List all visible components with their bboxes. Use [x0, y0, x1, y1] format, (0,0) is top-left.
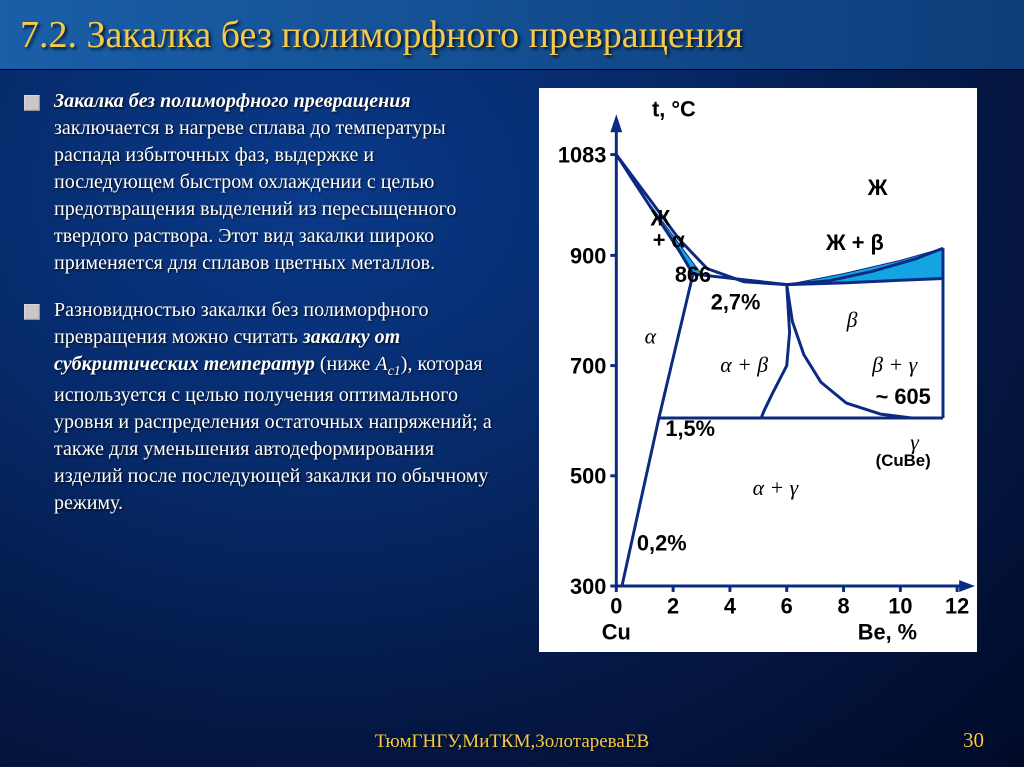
svg-text:(CuBe): (CuBe)	[876, 451, 931, 470]
svg-text:α + β: α + β	[720, 353, 768, 377]
svg-text:6: 6	[781, 594, 793, 619]
para1-lead: Закалка без полиморфного превращения	[54, 90, 411, 112]
slide-title: 7.2. Закалка без полиморфного превращени…	[20, 13, 743, 57]
svg-text:β: β	[846, 308, 858, 332]
svg-text:12: 12	[945, 594, 969, 619]
svg-text:Ж + β: Ж + β	[825, 230, 884, 255]
para2-post: ), которая используется с целью получени…	[54, 353, 492, 514]
bullet-item-1: Закалка без полиморфного превращения зак…	[24, 88, 494, 277]
svg-text:0,2%: 0,2%	[637, 531, 687, 556]
svg-text:10: 10	[888, 594, 912, 619]
svg-text:4: 4	[724, 594, 736, 619]
svg-text:900: 900	[570, 243, 606, 268]
svg-text:1083: 1083	[558, 142, 606, 167]
bullet-icon	[24, 304, 40, 320]
page-number: 30	[963, 728, 984, 753]
svg-text:t, °C: t, °C	[652, 96, 696, 121]
svg-text:Be, %: Be, %	[858, 620, 917, 645]
svg-text:8: 8	[837, 594, 849, 619]
svg-text:866: 866	[675, 262, 711, 287]
svg-text:β + γ: β + γ	[871, 353, 918, 377]
svg-text:2: 2	[667, 594, 679, 619]
footer-credit: ТюмГНГУ,МиТКМ,ЗолотареваЕВ	[0, 731, 1024, 753]
title-bar: 7.2. Закалка без полиморфного превращени…	[0, 0, 1024, 70]
svg-text:~ 605: ~ 605	[876, 384, 931, 409]
text-column: Закалка без полиморфного превращения зак…	[24, 88, 494, 652]
bullet-icon	[24, 95, 40, 111]
svg-text:2,7%: 2,7%	[711, 289, 761, 314]
svg-text:700: 700	[570, 354, 606, 379]
svg-text:0: 0	[610, 594, 622, 619]
svg-text:α: α	[645, 325, 657, 349]
para1-body: заключается в нагреве сплава до температ…	[54, 117, 456, 274]
para2-mid: (ниже	[315, 353, 376, 375]
svg-text:300: 300	[570, 574, 606, 599]
svg-text:500: 500	[570, 464, 606, 489]
chart-column: 300 500 700 900 1083 0 2 4 6 8 10 12 t, °C Cu Be, % Ж Ж …	[516, 88, 1000, 652]
svg-text:α + γ: α + γ	[753, 476, 800, 500]
content-area: Закалка без полиморфного превращения зак…	[0, 70, 1024, 652]
para2-sub: c1	[388, 364, 401, 379]
svg-text:1,5%: 1,5%	[665, 416, 715, 441]
bullet-item-2: Разновидностью закалки без полиморфного …	[24, 297, 494, 517]
svg-text:+ α: + α	[653, 227, 686, 252]
paragraph-2: Разновидностью закалки без полиморфного …	[54, 297, 494, 517]
phase-diagram: 300 500 700 900 1083 0 2 4 6 8 10 12 t, °C Cu Be, % Ж Ж …	[539, 88, 977, 652]
paragraph-1: Закалка без полиморфного превращения зак…	[54, 88, 494, 277]
phase-diagram-svg: 300 500 700 900 1083 0 2 4 6 8 10 12 t, °C Cu Be, % Ж Ж …	[541, 90, 975, 650]
para2-sym: A	[375, 353, 387, 375]
svg-text:Cu: Cu	[602, 620, 631, 645]
svg-text:Ж: Ж	[867, 175, 888, 200]
